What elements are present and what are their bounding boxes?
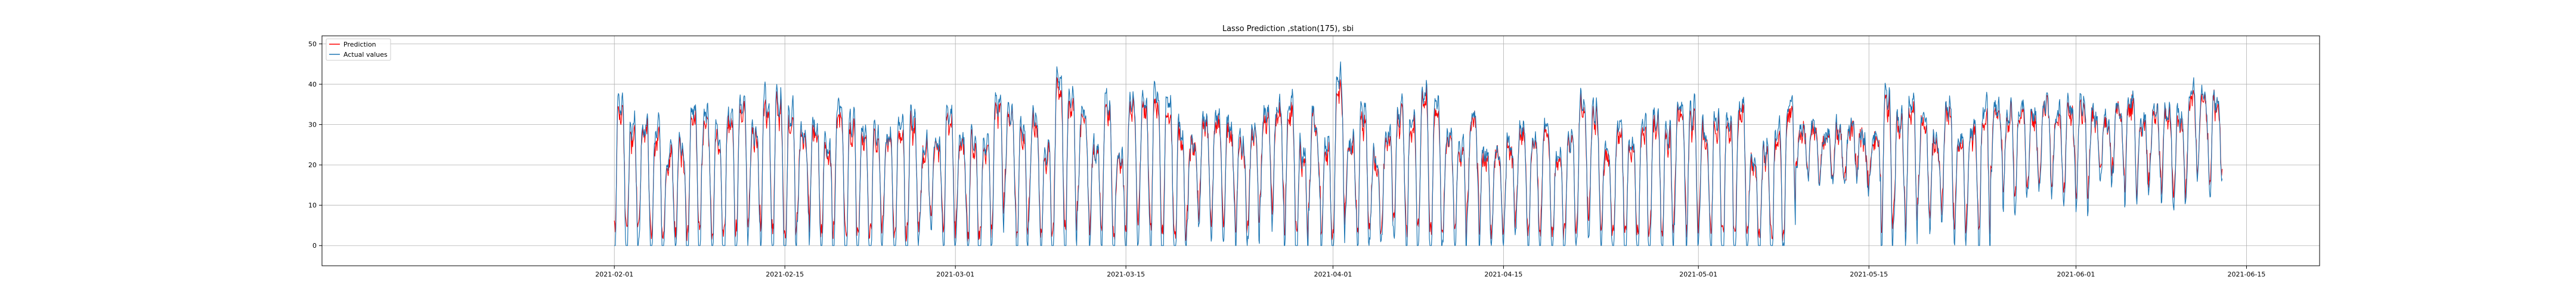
y-tick-label: 50 <box>308 41 317 48</box>
x-tick-label: 2021-06-01 <box>2057 271 2095 278</box>
series-line-actual-values <box>614 61 2223 246</box>
x-tick-label: 2021-02-01 <box>595 271 633 278</box>
y-tick-label: 20 <box>308 161 317 169</box>
series-layer <box>614 61 2223 246</box>
plot-frame <box>321 35 2320 266</box>
legend-box <box>326 38 391 61</box>
x-tick-label: 2021-05-01 <box>1679 271 1717 278</box>
legend-label-actual: Actual values <box>343 51 388 59</box>
x-tick-label: 2021-05-15 <box>1850 271 1888 278</box>
x-tick-label: 2021-04-15 <box>1484 271 1522 278</box>
legend: Prediction Actual values <box>326 38 391 61</box>
y-tick-label: 30 <box>308 121 317 129</box>
x-tick-label: 2021-03-01 <box>936 271 974 278</box>
y-tick-label: 0 <box>312 242 317 250</box>
x-tick-label: 2021-06-15 <box>2227 271 2265 278</box>
legend-label-prediction: Prediction <box>343 41 376 48</box>
x-tick-label: 2021-02-15 <box>766 271 804 278</box>
y-tick-label: 10 <box>308 202 317 210</box>
x-tick-label: 2021-03-15 <box>1107 271 1145 278</box>
axes-ticks: 2021-02-01 2021-02-15 2021-03-01 2021-03-15… <box>308 41 2265 278</box>
y-tick-label: 40 <box>308 81 317 88</box>
x-tick-label: 2021-04-01 <box>1314 271 1352 278</box>
chart-title: Lasso Prediction ,station(175), sbi <box>1222 24 1354 33</box>
